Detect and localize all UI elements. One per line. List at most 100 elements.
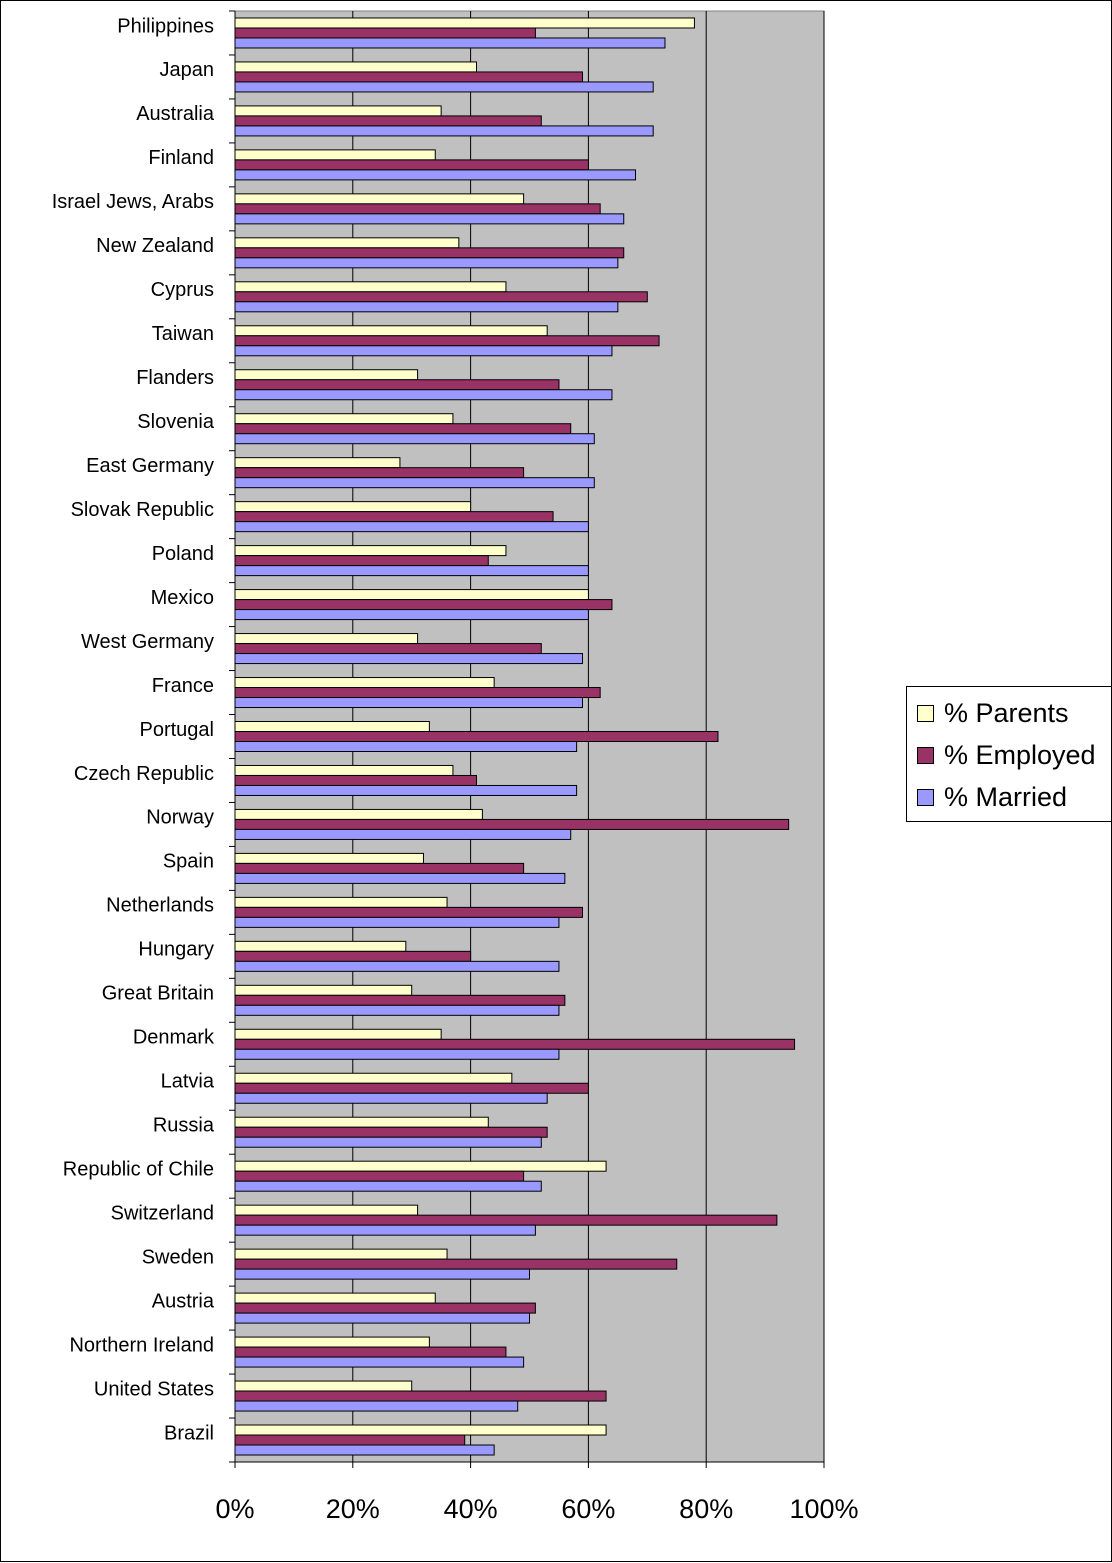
x-tick-label: 60%: [561, 1494, 615, 1524]
bar-parents: [234, 61, 477, 73]
bar-married: [234, 828, 572, 840]
bar-married: [234, 1180, 542, 1192]
bar-employed: [234, 159, 589, 171]
category-label: Austria: [152, 1290, 215, 1312]
bar-employed: [234, 950, 472, 962]
x-tick-label: 100%: [789, 1494, 858, 1524]
category-label: Portugal: [140, 719, 215, 741]
category-label: West Germany: [81, 631, 214, 653]
bar-married: [234, 521, 589, 533]
legend-label-employed: % Employed: [944, 739, 1096, 770]
bar-parents: [234, 852, 424, 864]
bar-married: [234, 213, 625, 225]
category-label: Spain: [163, 851, 214, 873]
bar-employed: [234, 1390, 607, 1402]
category-label: United States: [94, 1378, 214, 1400]
category-label: Israel Jews, Arabs: [52, 191, 214, 213]
category-label: Norway: [146, 807, 214, 829]
bar-parents: [234, 501, 472, 513]
bar-employed: [234, 687, 601, 699]
bar-married: [234, 257, 619, 269]
bar-married: [234, 1356, 525, 1368]
bar-employed: [234, 379, 560, 391]
bar-married: [234, 37, 666, 49]
bar-employed: [234, 994, 566, 1006]
bar-employed: [234, 643, 542, 655]
category-label: Philippines: [117, 15, 214, 37]
bar-married: [234, 301, 619, 313]
bar-employed: [234, 423, 572, 435]
bar-employed: [234, 555, 489, 567]
bar-employed: [234, 599, 613, 611]
bar-married: [234, 653, 584, 665]
legend-item-married: % Married: [917, 777, 1067, 817]
bar-married: [234, 1092, 548, 1104]
bar-employed: [234, 467, 525, 479]
category-label: Netherlands: [106, 895, 214, 917]
category-label: Mexico: [151, 587, 214, 609]
bar-parents: [234, 677, 495, 689]
x-tick-label: 40%: [444, 1494, 498, 1524]
bar-parents: [234, 237, 460, 249]
category-label: Slovenia: [137, 411, 215, 433]
bar-married: [234, 1004, 560, 1016]
bar-married: [234, 741, 578, 752]
bar-parents: [234, 896, 448, 908]
legend-label-married: % Married: [944, 781, 1068, 812]
bar-parents: [234, 325, 548, 337]
legend-swatch-married: [917, 788, 934, 806]
bar-married: [234, 1400, 519, 1412]
bar-parents: [234, 17, 695, 29]
bar-parents: [234, 105, 442, 117]
bar-employed: [234, 1170, 525, 1182]
bar-employed: [234, 1434, 466, 1446]
category-label: Sweden: [142, 1246, 214, 1268]
bar-married: [234, 565, 589, 577]
category-label: Taiwan: [152, 323, 214, 345]
bar-employed: [234, 1038, 796, 1050]
bar-employed: [234, 291, 648, 303]
bar-employed: [234, 203, 601, 215]
bar-parents: [234, 149, 436, 161]
bar-married: [234, 169, 637, 181]
bar-parents: [234, 1116, 489, 1128]
bar-parents: [234, 589, 589, 601]
category-label: Brazil: [164, 1422, 214, 1444]
bar-married: [234, 433, 595, 445]
bar-parents: [234, 1204, 419, 1216]
bar-parents: [234, 808, 483, 820]
bar-parents: [234, 940, 407, 952]
bar-employed: [234, 511, 554, 523]
legend-swatch-employed: [917, 746, 934, 764]
bar-parents: [234, 1424, 607, 1436]
bar-married: [234, 872, 566, 884]
category-label: Northern Ireland: [69, 1334, 214, 1356]
x-tick-label: 80%: [679, 1494, 733, 1524]
bar-married: [234, 1048, 560, 1060]
legend-item-employed: % Employed: [917, 735, 1096, 775]
legend-item-parents: % Parents: [917, 693, 1069, 733]
bar-employed: [234, 1214, 778, 1226]
bar-married: [234, 81, 654, 93]
category-label: France: [152, 675, 214, 697]
bar-married: [234, 345, 613, 357]
bar-parents: [234, 1248, 448, 1260]
bar-married: [234, 609, 589, 621]
bar-parents: [234, 1072, 513, 1084]
bar-parents: [234, 1028, 442, 1040]
legend-swatch-parents: [917, 704, 934, 722]
bar-parents: [234, 369, 419, 381]
bar-employed: [234, 115, 542, 127]
bar-employed: [234, 247, 625, 259]
category-label: Japan: [160, 59, 215, 81]
category-label: Flanders: [136, 367, 214, 389]
category-label: East Germany: [86, 455, 214, 477]
x-tick-label: 0%: [215, 1494, 254, 1524]
bar-married: [234, 125, 654, 137]
bar-married: [234, 784, 578, 796]
bar-married: [234, 1268, 530, 1280]
bar-parents: [234, 1380, 413, 1392]
category-label: Slovak Republic: [71, 499, 214, 521]
